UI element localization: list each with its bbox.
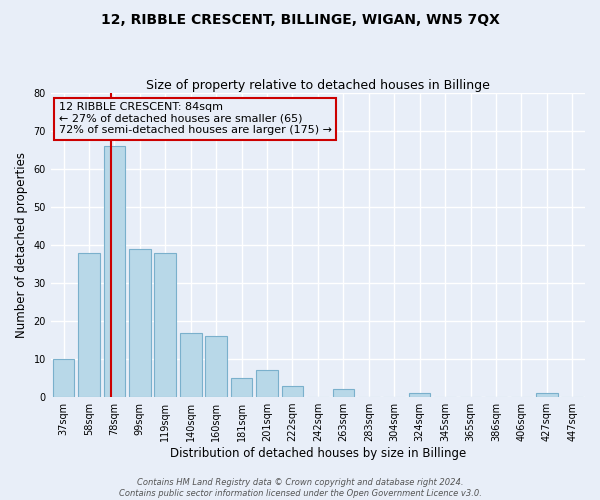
Bar <box>281 386 303 397</box>
Bar <box>332 390 354 397</box>
Text: 12, RIBBLE CRESCENT, BILLINGE, WIGAN, WN5 7QX: 12, RIBBLE CRESCENT, BILLINGE, WIGAN, WN… <box>101 12 499 26</box>
Bar <box>231 378 253 397</box>
Bar <box>205 336 227 397</box>
Text: Contains HM Land Registry data © Crown copyright and database right 2024.
Contai: Contains HM Land Registry data © Crown c… <box>119 478 481 498</box>
X-axis label: Distribution of detached houses by size in Billinge: Distribution of detached houses by size … <box>170 447 466 460</box>
Text: 12 RIBBLE CRESCENT: 84sqm
← 27% of detached houses are smaller (65)
72% of semi-: 12 RIBBLE CRESCENT: 84sqm ← 27% of detac… <box>59 102 332 136</box>
Bar <box>129 249 151 397</box>
Bar <box>536 394 557 397</box>
Title: Size of property relative to detached houses in Billinge: Size of property relative to detached ho… <box>146 79 490 92</box>
Bar <box>180 332 202 397</box>
Y-axis label: Number of detached properties: Number of detached properties <box>15 152 28 338</box>
Bar <box>78 252 100 397</box>
Bar <box>256 370 278 397</box>
Bar <box>53 359 74 397</box>
Bar <box>104 146 125 397</box>
Bar <box>154 252 176 397</box>
Bar <box>409 394 430 397</box>
